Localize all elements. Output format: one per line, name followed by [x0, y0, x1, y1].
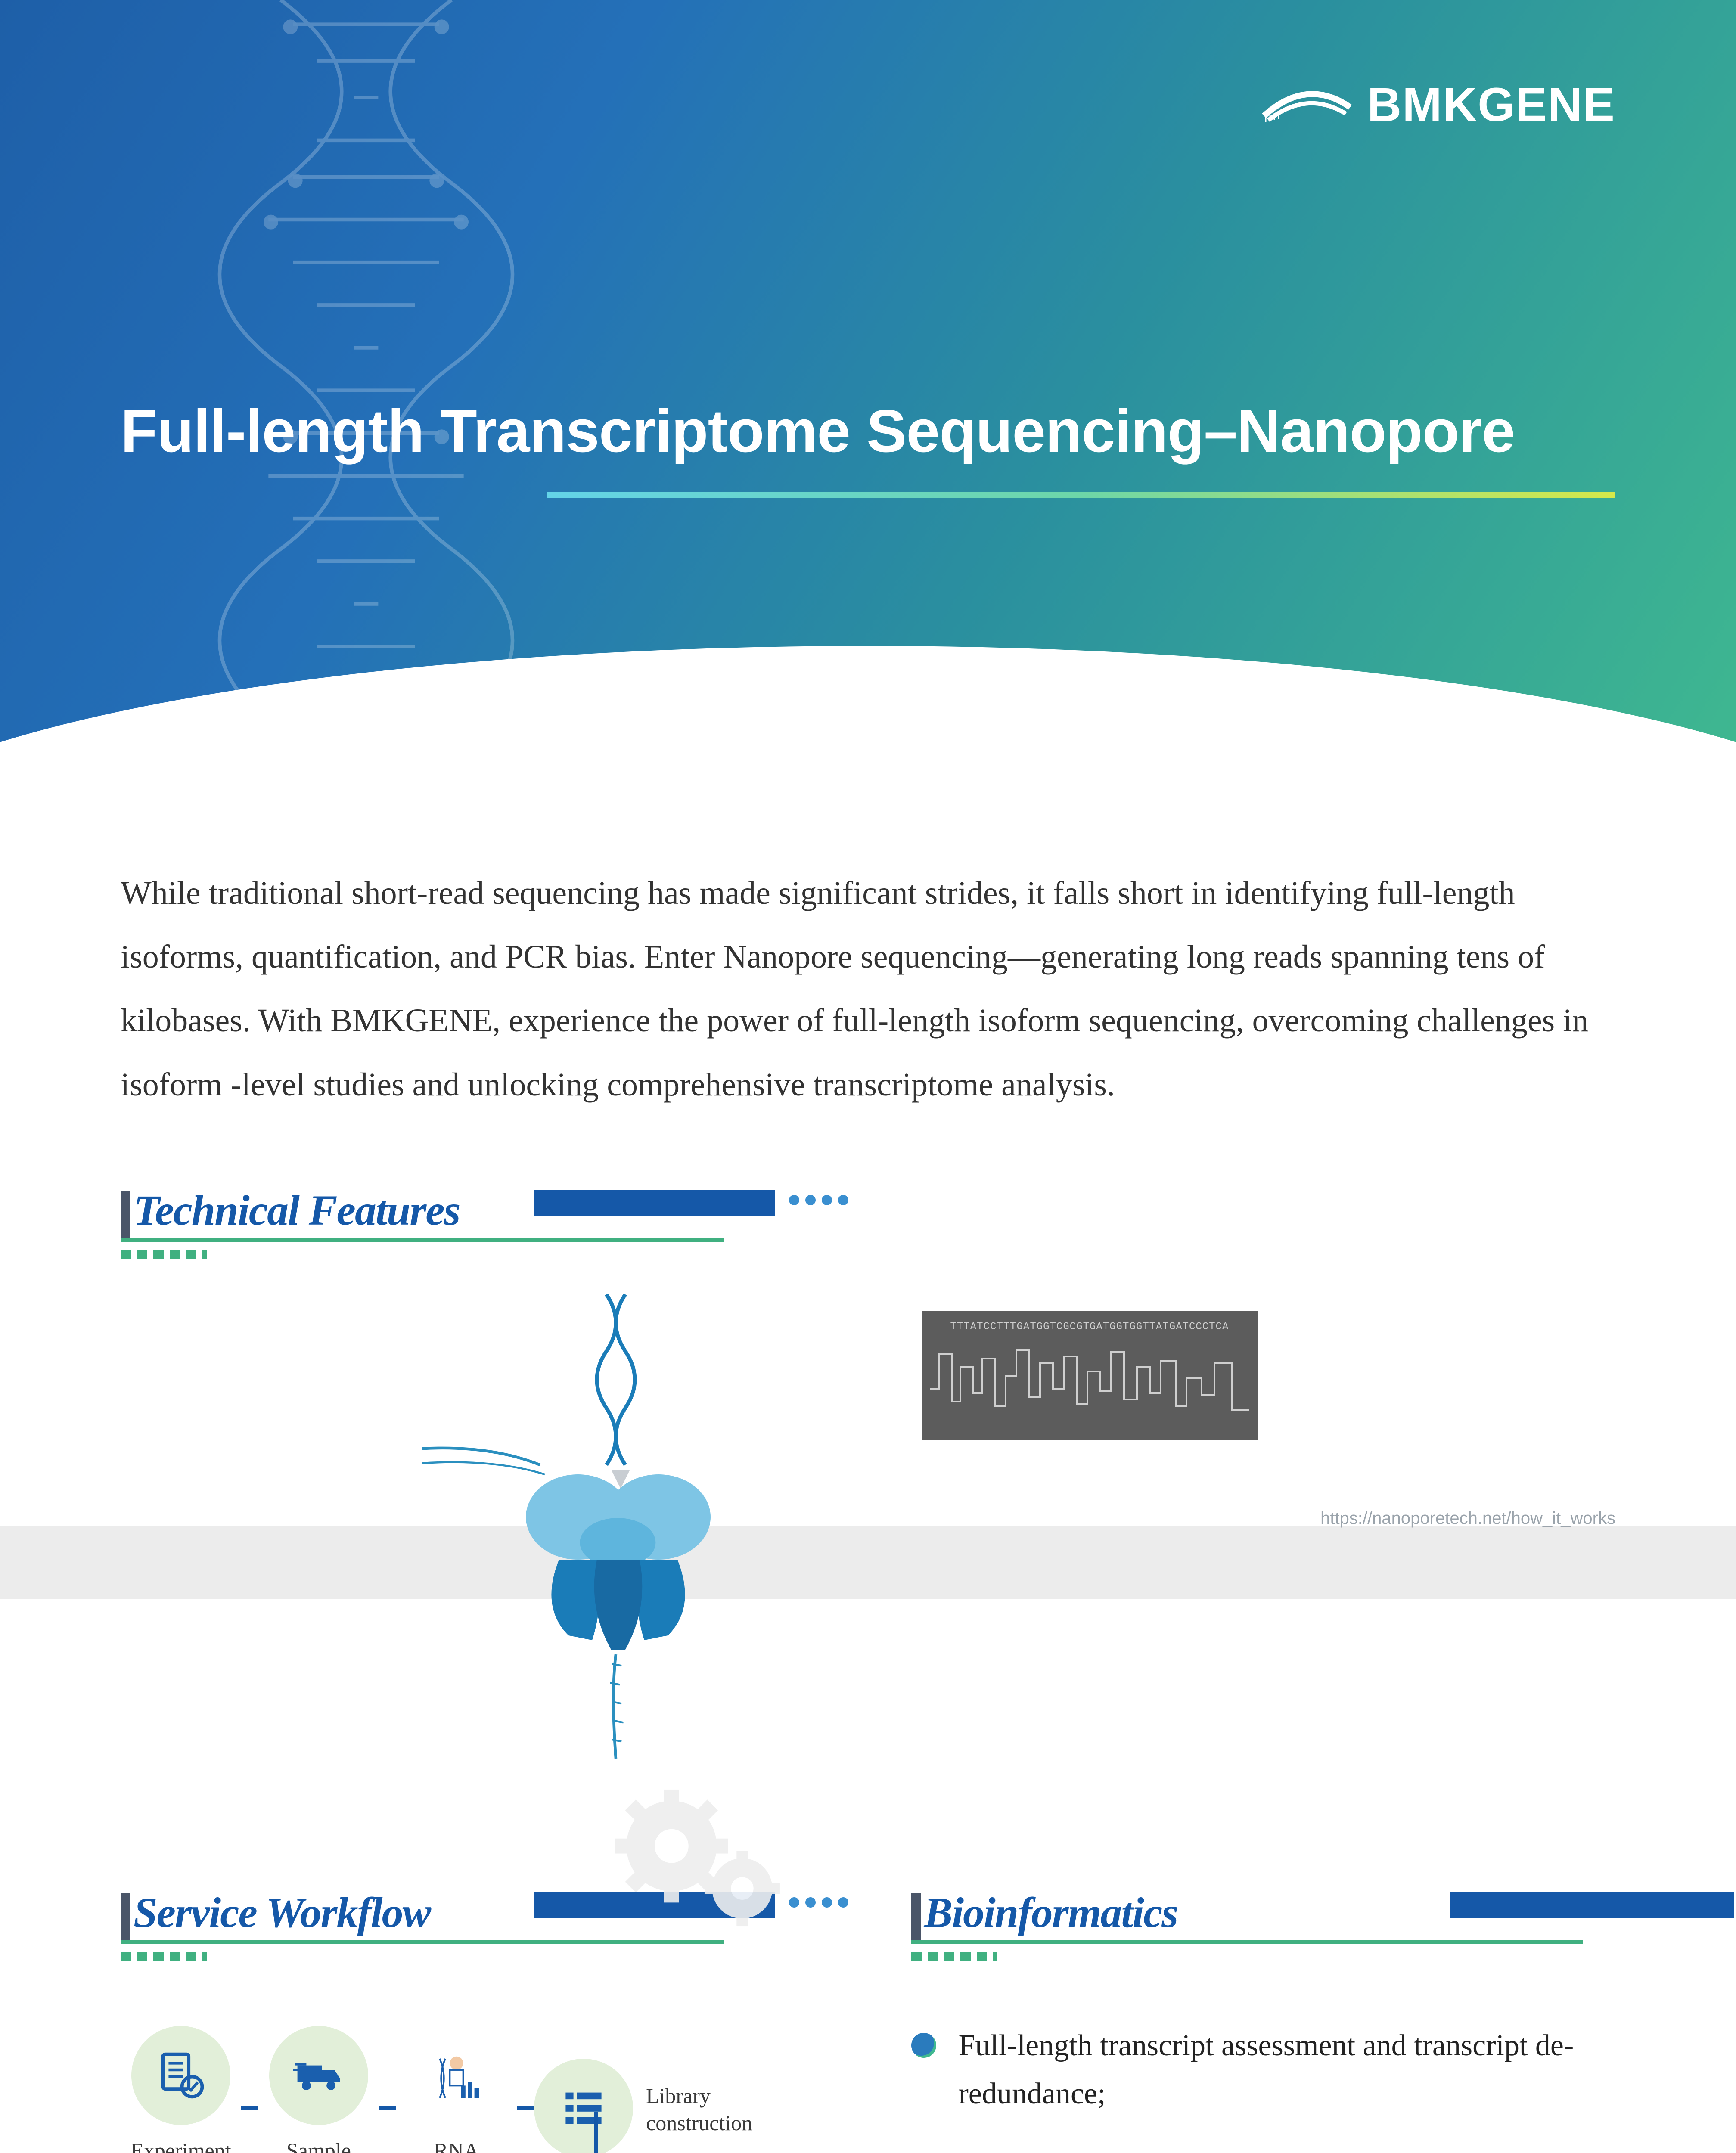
brand-logo: BMKGENE: [1260, 78, 1615, 132]
signal-sequence-text: TTTATCCTTTGATGGTCGCGTGATGGTGGTTATGATCCCT…: [922, 1311, 1258, 1337]
signal-trace-box: TTTATCCTTTGATGGTCGCGTGATGGTGGTTATGATCCCT…: [922, 1311, 1258, 1440]
heading-tech-text: Technical Features: [121, 1185, 724, 1235]
heading-bioinfo-text: Bioinformatics: [911, 1888, 1583, 1937]
wf-step-library-construction: Libraryconstruction: [534, 2059, 633, 2153]
truck-icon: [291, 2048, 347, 2103]
signal-trace-icon: [922, 1337, 1258, 1423]
title-block: Full-length Transcriptome Sequencing–Nan…: [121, 396, 1615, 498]
section-heading-workflow: Service Workflow: [121, 1888, 724, 1944]
wf-step-rna-extraction: RNAextraction: [396, 2026, 517, 2153]
section-heading-bioinfo: Bioinformatics: [911, 1888, 1583, 1944]
bio-item-1: Full-length transcript assessment and tr…: [911, 2022, 1616, 2118]
wf-label-1: Experimentdesign: [121, 2137, 241, 2153]
bio-item-2: LncRNA and target gene prediction;: [911, 2144, 1616, 2153]
heading-workflow-text: Service Workflow: [121, 1888, 724, 1937]
wf-label-3: RNAextraction: [396, 2137, 517, 2153]
nanopore-diagram: TTTATCCTTTGATGGTCGCGTGATGGTGGTTATGATCCCT…: [121, 1285, 1615, 1759]
list-icon: [556, 2080, 612, 2136]
scientist-icon: [429, 2048, 484, 2103]
intro-paragraph: While traditional short-read sequencing …: [121, 861, 1615, 1117]
diagram-source-link[interactable]: https://nanoporetech.net/how_it_works: [1320, 1509, 1615, 1528]
section-heading-tech: Technical Features: [121, 1185, 724, 1242]
title-underline: [547, 492, 1615, 498]
dna-helix-graphic: [172, 0, 560, 732]
logo-swoosh-icon: [1260, 86, 1354, 124]
header-banner: BMKGENE Full-length Transcriptome Sequen…: [0, 0, 1736, 775]
wf-label-4: Libraryconstruction: [646, 2082, 767, 2136]
wf-step-experiment-design: Experimentdesign: [121, 2026, 241, 2153]
document-check-icon: [153, 2048, 209, 2103]
wf-label-2: Sampledelivery: [258, 2137, 379, 2153]
page-title: Full-length Transcriptome Sequencing–Nan…: [121, 396, 1615, 466]
nanopore-protein-icon: [422, 1285, 810, 1759]
workflow-diagram: Experimentdesign Sampledelivery RNAextra…: [121, 2026, 825, 2153]
brand-name: BMKGENE: [1367, 78, 1615, 132]
wf-step-sample-delivery: Sampledelivery: [258, 2026, 379, 2153]
bioinformatics-list: Full-length transcript assessment and tr…: [911, 2022, 1616, 2153]
